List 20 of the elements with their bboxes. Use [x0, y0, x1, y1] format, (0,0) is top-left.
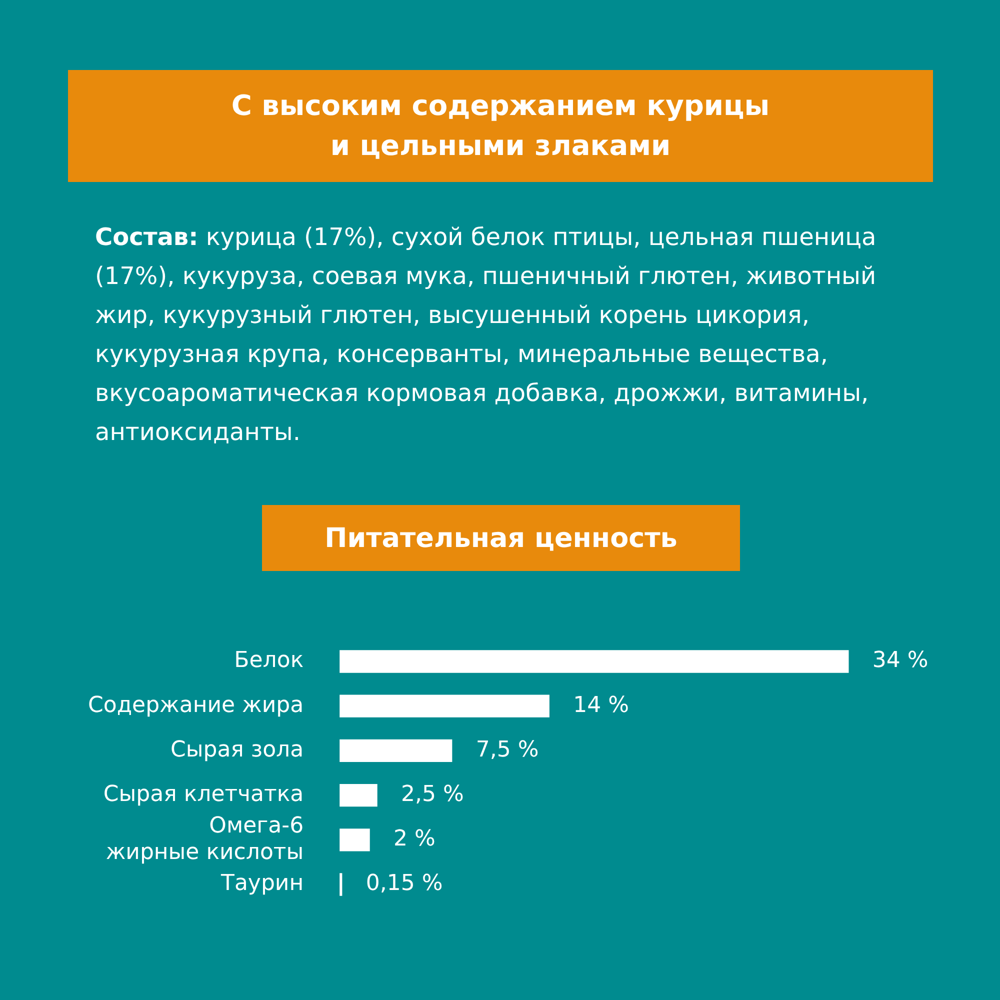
bar — [340, 828, 370, 852]
y-tick-label: Содержание жира — [88, 692, 304, 718]
data-label: 34 % — [872, 648, 928, 674]
data-label: 14 % — [573, 692, 630, 718]
data-label: 2,5 % — [401, 782, 464, 808]
bar — [340, 650, 849, 673]
y-tick-label: Омега-6 жирные кислоты — [106, 813, 304, 865]
chart-subtitle: Питательная ценность — [262, 505, 740, 571]
chart-title: С высоким содержанием курицы и цельными злаками — [68, 70, 933, 182]
y-tick-label: Белок — [234, 648, 304, 674]
y-tick-label: Таурин — [220, 871, 304, 896]
text: Состав: курица (17%), сухой белок птицы, цельная пшеница (17%), кукуруза, соевая мука, пшеничный глютен, животный жир, кукурузный глютен, высушенный корень цикория, кукурузная крупа, консерванты, минеральные вещества, вкусоароматическая кормовая добавка, дрожжи, витамины, антиоксиданты. — [95, 222, 878, 448]
y-tick-label: Сырая клетчатка — [103, 782, 304, 808]
bar — [340, 739, 452, 762]
data-label: 7,5 % — [476, 737, 539, 762]
bar — [340, 784, 378, 807]
y-tick-label: Сырая зола — [170, 737, 304, 762]
bar — [340, 694, 550, 718]
data-label: 2 % — [394, 826, 436, 852]
data-label: 0,15 % — [366, 871, 443, 896]
